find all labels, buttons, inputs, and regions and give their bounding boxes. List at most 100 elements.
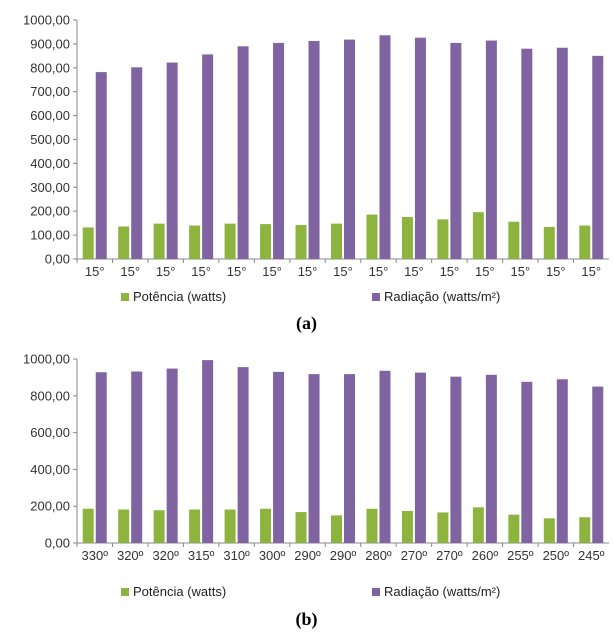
y-tick-label: 700,00 xyxy=(30,84,70,99)
bar-radiacao xyxy=(450,42,462,259)
bar-potencia xyxy=(118,509,130,543)
bar-potencia xyxy=(472,212,484,259)
bar-potencia xyxy=(543,518,555,543)
x-tick-label: 15° xyxy=(581,264,601,279)
bar-potencia xyxy=(401,216,413,259)
bar-radiacao xyxy=(202,54,214,259)
x-tick-label: 15° xyxy=(510,264,530,279)
bar-radiacao xyxy=(237,367,249,543)
bar-radiacao xyxy=(273,42,285,259)
bar-radiacao xyxy=(521,381,533,543)
legend-label-potencia: Potência (watts) xyxy=(133,584,226,599)
bar-potencia xyxy=(189,225,201,259)
legend-swatch-radiacao xyxy=(372,588,380,596)
legend-swatch-potencia xyxy=(121,293,129,301)
x-tick-label: 15° xyxy=(262,264,282,279)
bar-radiacao xyxy=(95,72,107,260)
bar-radiacao xyxy=(485,374,497,543)
bar-potencia xyxy=(295,225,307,259)
bar-potencia xyxy=(331,515,342,543)
y-tick-label: 200,00 xyxy=(30,499,70,514)
bar-radiacao xyxy=(450,376,462,543)
bar-potencia xyxy=(118,226,130,259)
y-tick-label: 1000,00 xyxy=(23,13,70,28)
bar-radiacao xyxy=(166,62,178,260)
x-tick-label: 15° xyxy=(440,264,460,279)
x-tick-label: 300º xyxy=(259,548,286,563)
x-tick-label: 290º xyxy=(330,548,357,563)
y-tick-label: 400,00 xyxy=(30,156,70,171)
bar-radiacao xyxy=(131,67,143,260)
x-tick-label: 250º xyxy=(543,548,570,563)
x-tick-label: 270º xyxy=(401,548,428,563)
bar-potencia xyxy=(579,225,591,259)
legend-label-radiacao: Radiação (watts/m²) xyxy=(384,289,500,304)
bar-radiacao xyxy=(308,374,320,543)
bar-radiacao xyxy=(592,55,604,259)
bar-potencia xyxy=(508,221,520,259)
x-tick-label: 15° xyxy=(227,264,247,279)
bar-radiacao xyxy=(308,41,320,260)
bar-radiacao xyxy=(414,37,426,259)
x-tick-label: 315º xyxy=(188,548,215,563)
bar-radiacao xyxy=(485,40,497,259)
x-tick-label: 245º xyxy=(578,548,605,563)
y-tick-label: 200,00 xyxy=(30,204,70,219)
x-tick-label: 320º xyxy=(117,548,144,563)
x-tick-label: 320º xyxy=(152,548,179,563)
chart-panel-a: 0,00 100,00 200,00 300,00 400,00 500,00 600,00… xyxy=(23,13,609,333)
y-tick-label: 0,00 xyxy=(45,536,70,551)
legend-swatch-radiacao xyxy=(372,293,380,301)
bar-potencia xyxy=(543,226,555,259)
y-tick-label: 600,00 xyxy=(30,108,70,123)
bar-potencia xyxy=(82,508,94,543)
bar-potencia xyxy=(224,509,236,543)
bar-potencia xyxy=(437,219,449,259)
bar-potencia xyxy=(82,227,94,259)
bar-radiacao xyxy=(414,372,426,543)
x-tick-label: 260º xyxy=(472,548,499,563)
x-tick-label: 15° xyxy=(404,264,424,279)
bar-potencia xyxy=(260,224,272,259)
bar-potencia xyxy=(366,508,378,543)
y-tick-label: 600,00 xyxy=(30,425,70,440)
bar-radiacao xyxy=(237,46,249,259)
bar-potencia xyxy=(189,509,201,543)
bar-radiacao xyxy=(556,379,568,543)
chart-a: 0,00 100,00 200,00 300,00 400,00 500,00 600,00… xyxy=(23,13,609,304)
bar-potencia xyxy=(153,510,165,543)
legend-label-potencia: Potência (watts) xyxy=(133,289,226,304)
y-tick-label: 900,00 xyxy=(30,36,70,51)
bar-potencia xyxy=(579,517,591,543)
x-tick-label: 15° xyxy=(120,264,140,279)
legend-swatch-potencia xyxy=(121,588,129,596)
bar-radiacao xyxy=(131,371,143,543)
x-tick-label: 255º xyxy=(507,548,534,563)
x-tick-label: 15° xyxy=(369,264,389,279)
x-tick-label: 15° xyxy=(333,264,353,279)
bar-radiacao xyxy=(202,360,214,543)
bar-radiacao xyxy=(592,386,604,543)
bar-potencia xyxy=(472,507,484,543)
x-tick-label: 15° xyxy=(546,264,566,279)
bar-radiacao xyxy=(344,374,355,543)
bar-radiacao xyxy=(521,48,533,260)
x-tick-label: 15° xyxy=(85,264,105,279)
y-tick-label: 800,00 xyxy=(30,388,70,403)
x-tick-label: 290º xyxy=(294,548,321,563)
bar-potencia xyxy=(260,508,272,543)
bar-radiacao xyxy=(344,39,355,260)
bar-potencia xyxy=(508,514,520,543)
bar-potencia xyxy=(295,512,307,543)
x-tick-label: 15° xyxy=(156,264,176,279)
y-tick-label: 1000,00 xyxy=(23,352,70,367)
bar-radiacao xyxy=(379,35,391,259)
bar-potencia xyxy=(331,223,342,259)
bar-potencia xyxy=(401,510,413,543)
x-tick-label: 310º xyxy=(223,548,250,563)
x-tick-label: 15° xyxy=(298,264,318,279)
y-tick-label: 0,00 xyxy=(45,252,70,267)
y-tick-label: 400,00 xyxy=(30,462,70,477)
x-tick-label: 330º xyxy=(82,548,109,563)
caption-a: (a) xyxy=(296,313,317,333)
